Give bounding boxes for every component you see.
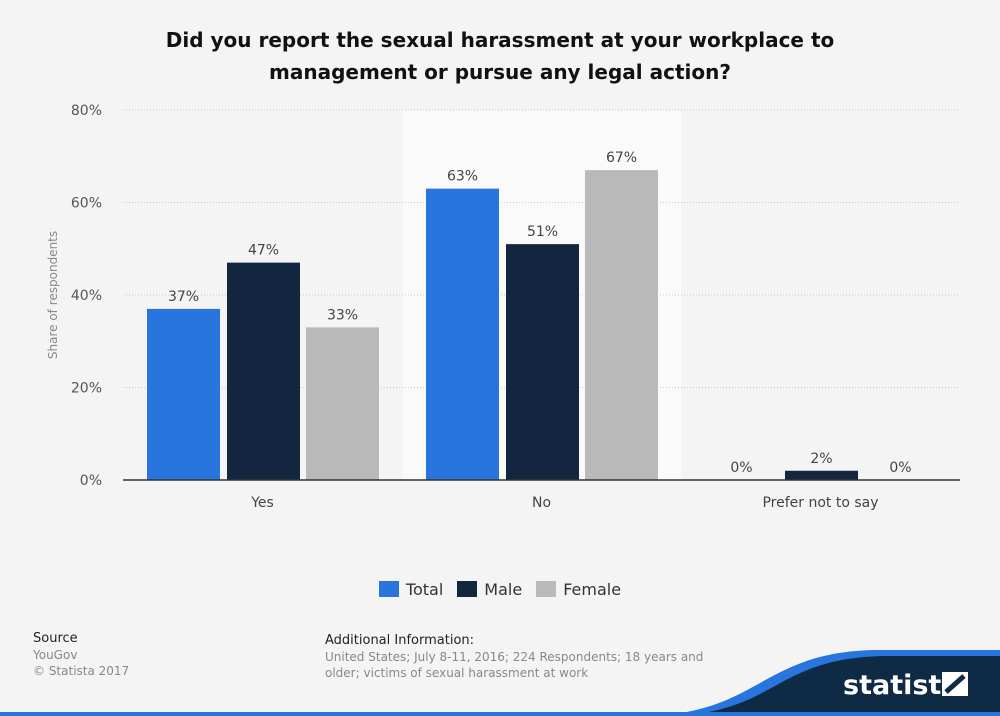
statista-banner: statista bbox=[0, 650, 1000, 716]
y-tick-label: 80% bbox=[71, 103, 102, 119]
legend-item-male[interactable]: Male bbox=[457, 580, 522, 599]
y-tick-label: 0% bbox=[80, 473, 102, 489]
legend-item-total[interactable]: Total bbox=[378, 580, 444, 599]
bar-male bbox=[227, 262, 300, 480]
y-axis-label: Share of respondents bbox=[46, 231, 60, 359]
y-tick-label: 40% bbox=[71, 288, 102, 304]
data-label: 63% bbox=[447, 169, 478, 185]
data-label: 37% bbox=[168, 289, 199, 305]
x-tick-label: Prefer not to say bbox=[762, 495, 878, 511]
legend-item-female[interactable]: Female bbox=[536, 580, 621, 599]
bar-female bbox=[585, 170, 658, 480]
x-tick-label: No bbox=[532, 495, 551, 511]
y-tick-label: 20% bbox=[71, 381, 102, 397]
bar-total bbox=[147, 308, 220, 480]
data-label: 2% bbox=[810, 451, 832, 467]
legend-swatch bbox=[457, 581, 478, 597]
info-label: Additional Information: bbox=[325, 633, 475, 648]
legend-swatch bbox=[536, 581, 557, 597]
statista-logo: statista bbox=[843, 670, 960, 701]
source-label: Source bbox=[33, 631, 78, 646]
bar-male bbox=[785, 470, 858, 480]
source-link[interactable]: YouGov bbox=[33, 648, 78, 662]
data-label: 51% bbox=[527, 224, 558, 240]
data-label: 47% bbox=[248, 243, 279, 259]
copyright: © Statista 2017 bbox=[33, 664, 130, 678]
y-tick-label: 60% bbox=[71, 196, 102, 212]
legend-label: Male bbox=[484, 580, 523, 599]
bar-female bbox=[306, 327, 379, 480]
legend-swatch bbox=[378, 581, 399, 597]
data-label: 0% bbox=[889, 460, 911, 476]
data-label: 67% bbox=[606, 150, 637, 166]
legend-label: Female bbox=[563, 580, 622, 599]
legend: Total Male Female bbox=[0, 580, 1000, 599]
bar-total bbox=[426, 188, 499, 480]
data-label: 33% bbox=[327, 307, 358, 323]
bar-male bbox=[506, 244, 579, 480]
info-text: United States; July 8-11, 2016; 224 Resp… bbox=[325, 650, 704, 680]
legend-label: Total bbox=[405, 580, 444, 599]
data-label: 0% bbox=[730, 460, 752, 476]
chart-title: Did you report the sexual harassment at … bbox=[165, 28, 835, 84]
source-block: Source YouGov © Statista 2017 bbox=[33, 631, 129, 679]
info-block: Additional Information: United States; J… bbox=[325, 633, 725, 681]
x-tick-label: Yes bbox=[250, 495, 274, 511]
bar-chart: 0% 20% 40% 60% 80% Share of respondents 37% 47%… bbox=[46, 103, 960, 511]
